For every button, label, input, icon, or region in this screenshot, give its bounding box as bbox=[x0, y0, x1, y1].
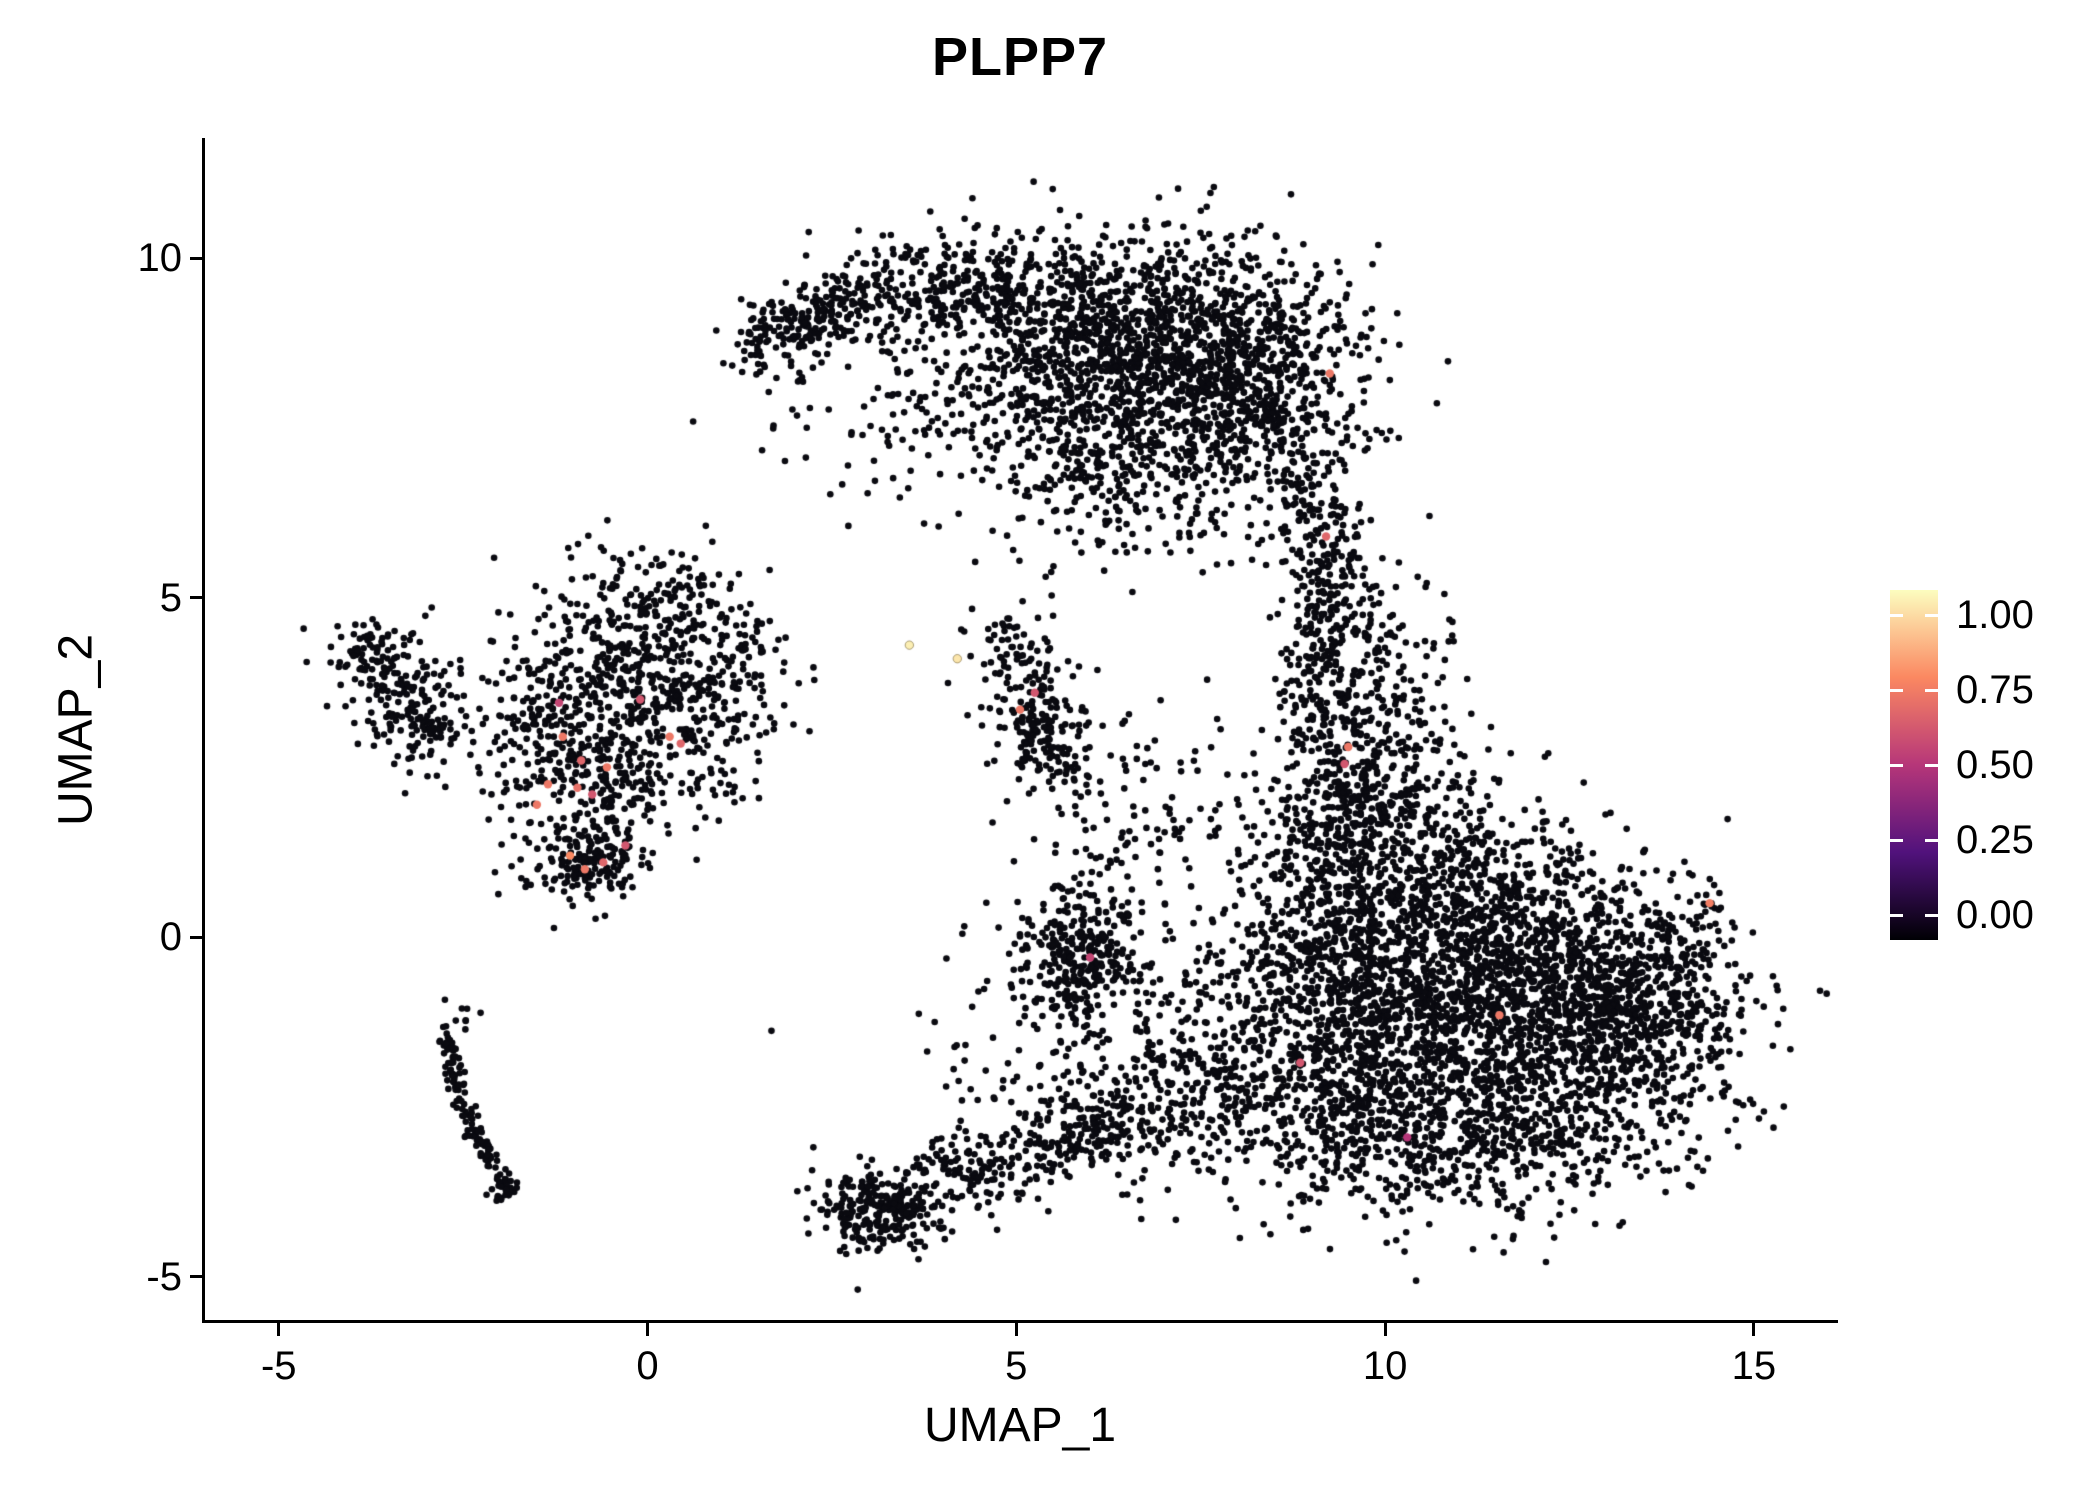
legend-tick-mark bbox=[1925, 913, 1938, 917]
legend-tick-mark bbox=[1925, 763, 1938, 767]
y-axis-title: UMAP_2 bbox=[49, 633, 103, 827]
color-legend: 1.00 0.75 0.50 0.25 0.00 bbox=[1880, 580, 2100, 950]
x-tick-mark bbox=[1752, 1323, 1756, 1336]
plot-panel bbox=[205, 140, 1835, 1320]
y-tick-label: 10 bbox=[137, 236, 183, 281]
legend-tick-mark bbox=[1925, 613, 1938, 617]
legend-tick-mark bbox=[1890, 763, 1903, 767]
legend-tick-mark bbox=[1890, 688, 1903, 692]
legend-tick-mark bbox=[1890, 838, 1903, 842]
legend-tick-mark bbox=[1925, 838, 1938, 842]
y-tick-label: -5 bbox=[146, 1254, 182, 1299]
plot-title: PLPP7 bbox=[931, 27, 1109, 87]
y-axis-line bbox=[202, 138, 205, 1323]
x-tick-mark bbox=[646, 1323, 650, 1336]
legend-tick-mark bbox=[1890, 913, 1903, 917]
x-tick-label: -5 bbox=[260, 1344, 297, 1388]
legend-tick-mark bbox=[1890, 613, 1903, 617]
legend-tick-label: 0.00 bbox=[1956, 893, 2034, 937]
legend-tick-label: 0.50 bbox=[1956, 743, 2034, 787]
legend-tick-label: 0.75 bbox=[1956, 668, 2034, 712]
x-tick-label: 10 bbox=[1362, 1344, 1408, 1388]
scatter-canvas bbox=[205, 140, 1835, 1320]
y-tick-label: 0 bbox=[159, 915, 182, 960]
x-tick-label: 5 bbox=[1005, 1344, 1028, 1388]
x-tick-mark bbox=[277, 1323, 281, 1336]
x-tick-mark bbox=[1383, 1323, 1387, 1336]
x-axis-title: UMAP_1 bbox=[923, 1399, 1117, 1452]
x-tick-label: 15 bbox=[1731, 1344, 1777, 1388]
legend-tick-label: 1.00 bbox=[1956, 593, 2034, 637]
x-tick-mark bbox=[1014, 1323, 1018, 1336]
legend-tick-label: 0.25 bbox=[1956, 818, 2034, 862]
y-tick-label: 5 bbox=[159, 575, 182, 620]
x-tick-label: 0 bbox=[636, 1344, 659, 1388]
legend-tick-mark bbox=[1925, 688, 1938, 692]
x-axis-line bbox=[202, 1320, 1838, 1323]
